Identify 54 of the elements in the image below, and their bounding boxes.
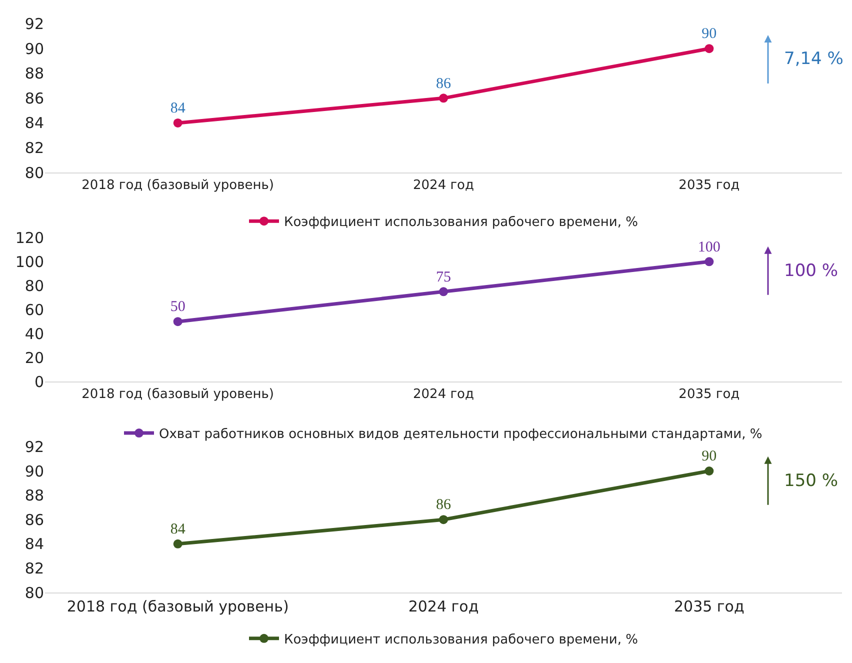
y-tick-label: 86 — [24, 510, 44, 529]
annotation: 7,14 % — [784, 49, 844, 69]
annotation: 100 % — [784, 261, 838, 281]
data-label: 86 — [436, 76, 452, 92]
y-tick-label: 82 — [24, 139, 44, 158]
y-tick-label: 0 — [34, 372, 44, 391]
point — [173, 118, 182, 128]
x-tick-label: 2018 год (базовый уровень) — [82, 387, 274, 402]
y-tick-label: 60 — [24, 300, 44, 319]
y-tick-label: 84 — [24, 114, 44, 132]
data-label: 100 — [698, 239, 720, 256]
annotation: 150 % — [784, 471, 838, 491]
data-label: 90 — [702, 448, 717, 465]
y-tick-label: 40 — [24, 324, 44, 343]
x-tick-label: 2035 год — [674, 598, 744, 616]
y-tick-label: 92 — [24, 15, 44, 34]
point — [704, 44, 714, 54]
data-label: 50 — [170, 299, 186, 316]
point — [439, 515, 448, 524]
y-tick-label: 86 — [24, 89, 44, 108]
data-label: 86 — [436, 497, 452, 514]
point — [439, 94, 448, 103]
y-tick-label: 80 — [24, 164, 44, 182]
legend-label: Охват работников основных видов деятельности профессиональными стандартами, % — [159, 427, 762, 442]
y-tick-label: 20 — [24, 348, 44, 367]
data-label: 84 — [170, 522, 186, 538]
x-tick-label: 2024 год — [413, 387, 474, 402]
data-label: 84 — [170, 100, 186, 117]
x-tick-label: 2035 год — [678, 178, 740, 194]
y-tick-label: 92 — [24, 438, 44, 456]
y-tick-label: 88 — [24, 64, 44, 83]
x-tick-label: 2018 год (базовый уровень) — [82, 178, 274, 194]
y-tick-label: 120 — [15, 228, 44, 247]
data-label: 75 — [436, 269, 451, 286]
x-tick-label: 2018 год (базовый уровень) — [66, 598, 289, 616]
legend-label: Коэффициент использования рабочего времени, % — [284, 632, 638, 648]
y-tick-label: 88 — [24, 486, 44, 505]
point — [704, 466, 714, 476]
x-tick-label: 2035 год — [678, 387, 740, 402]
y-tick-label: 80 — [24, 584, 44, 602]
legend-label: Коэффициент использования рабочего времени, % — [284, 215, 638, 230]
data-label: 90 — [702, 26, 717, 42]
y-tick-label: 90 — [24, 462, 44, 480]
point — [173, 539, 182, 548]
x-tick-label: 2024 год — [408, 598, 479, 616]
y-tick-label: 90 — [24, 40, 44, 58]
y-tick-label: 84 — [24, 535, 44, 554]
y-tick-label: 82 — [24, 559, 44, 578]
point — [704, 257, 714, 266]
y-tick-label: 100 — [15, 252, 44, 271]
x-tick-label: 2024 год — [413, 178, 474, 194]
point — [173, 317, 182, 326]
point — [439, 287, 448, 296]
y-tick-label: 80 — [24, 276, 44, 295]
